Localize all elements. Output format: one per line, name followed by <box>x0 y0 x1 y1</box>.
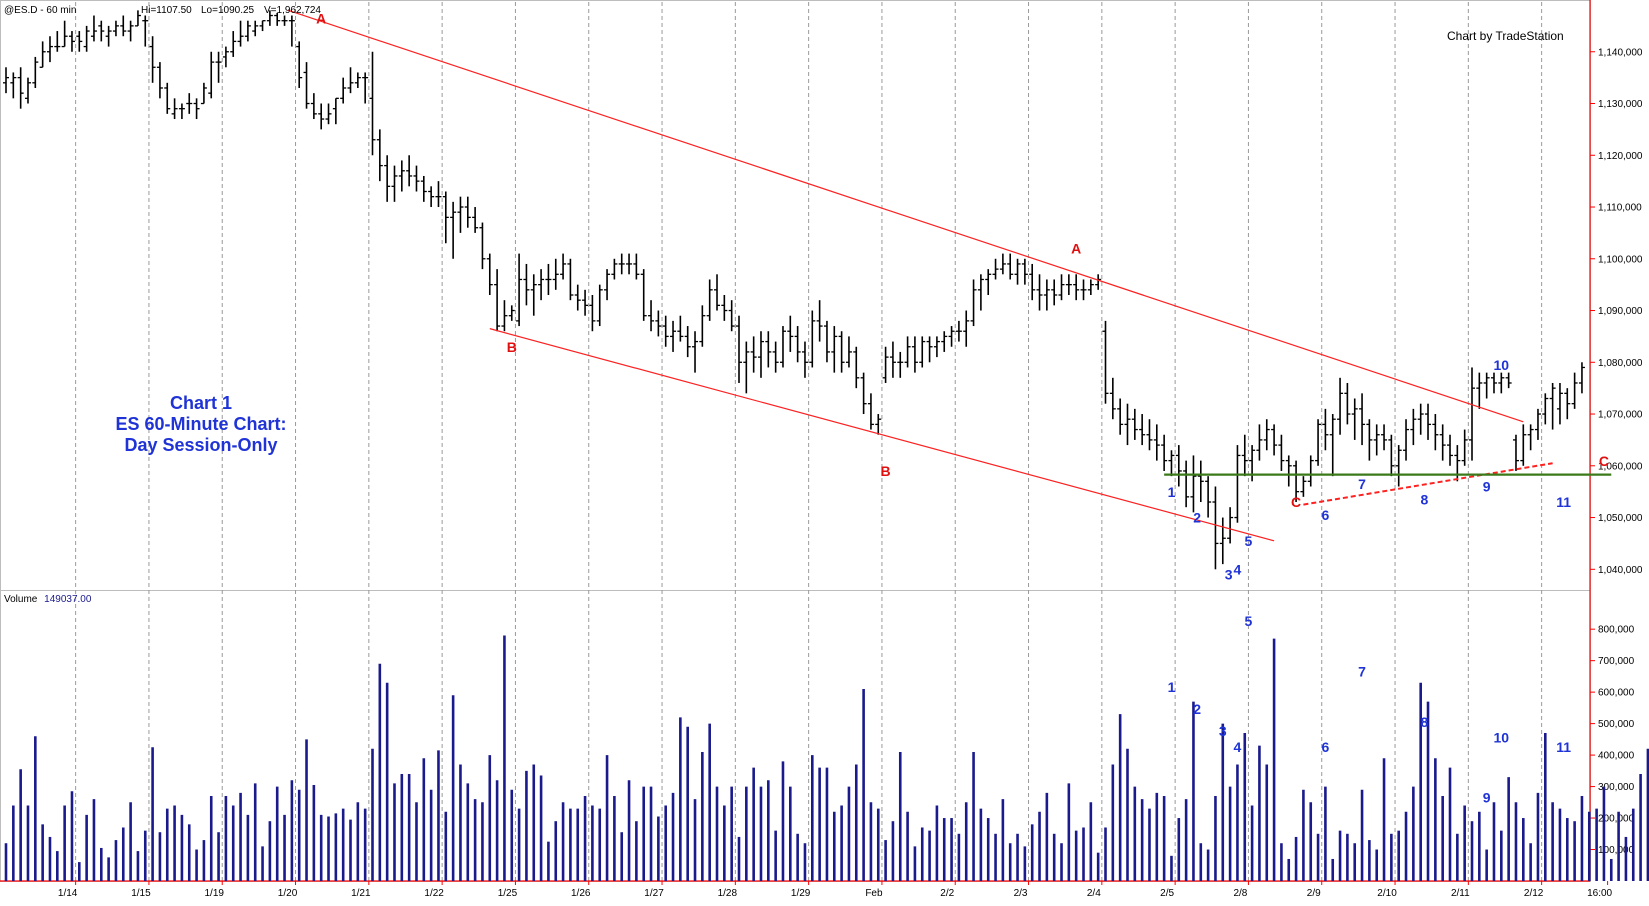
volume-tick-label-0: 100,000 <box>1598 845 1635 856</box>
volume-pane-title: Volume <box>4 594 38 605</box>
price-pane-frame <box>0 0 1591 591</box>
time-tick-label-3: 1/20 <box>278 888 298 899</box>
time-tick-label-11: Feb <box>865 888 883 899</box>
time-tick-label-16: 2/8 <box>1233 888 1247 899</box>
volume-tick-label-1: 200,000 <box>1598 814 1635 825</box>
time-tick-label-2: 1/19 <box>205 888 225 899</box>
price-tick-label-10: 1,140,000 <box>1598 47 1643 58</box>
time-tick-label-20: 2/12 <box>1524 888 1544 899</box>
chart-title: Chart 1 ES 60-Minute Chart: Day Session-… <box>92 393 310 456</box>
volume-count-label-8: 8 <box>1420 714 1428 730</box>
volume-tick-label-6: 700,000 <box>1598 656 1635 667</box>
time-tick-label-6: 1/25 <box>498 888 518 899</box>
volume-count-label-7: 7 <box>1358 663 1366 679</box>
volume-count-label-5: 5 <box>1245 613 1253 629</box>
volume-count-label-2: 2 <box>1193 701 1201 717</box>
wave-label-c-5: C <box>1599 453 1609 469</box>
wave-label-b-3: B <box>881 463 891 479</box>
time-tick-label-19: 2/11 <box>1451 888 1470 899</box>
wave-label-b-2: B <box>507 339 517 355</box>
price-count-label-3: 3 <box>1225 567 1233 583</box>
chart-credit: Chart by TradeStation <box>1447 29 1564 43</box>
time-tick-label-13: 2/3 <box>1014 888 1028 899</box>
price-count-label-7: 7 <box>1358 476 1366 492</box>
price-count-label-4: 4 <box>1234 561 1242 577</box>
volume-count-label-11: 11 <box>1556 739 1571 755</box>
volume-readout: V=1,962,724 <box>264 5 321 16</box>
wave-label-a-0: A <box>316 10 326 26</box>
price-count-label-8: 8 <box>1420 492 1428 508</box>
title-line-3: Day Session-Only <box>124 435 278 455</box>
time-tick-label-7: 1/26 <box>571 888 591 899</box>
price-count-label-6: 6 <box>1322 507 1330 523</box>
symbol-label: @ES.D - 60 min <box>4 5 77 16</box>
price-tick-label-2: 1,060,000 <box>1598 461 1643 472</box>
time-tick-label-8: 1/27 <box>644 888 664 899</box>
volume-count-label-6: 6 <box>1322 739 1330 755</box>
time-tick-label-9: 1/28 <box>718 888 738 899</box>
time-tick-label-10: 1/29 <box>791 888 811 899</box>
trendline-rising-support <box>1303 462 1553 506</box>
title-line-1: Chart 1 <box>169 393 232 413</box>
volume-count-label-10: 10 <box>1494 730 1510 746</box>
price-tick-label-6: 1,100,000 <box>1598 254 1643 265</box>
price-tick-label-5: 1,090,000 <box>1598 306 1643 317</box>
price-count-label-2: 2 <box>1193 510 1201 526</box>
wave-label-c-4: C <box>1291 494 1301 510</box>
price-tick-label-4: 1,080,000 <box>1598 358 1643 369</box>
time-tick-label-4: 1/21 <box>351 888 371 899</box>
volume-tick-label-4: 500,000 <box>1598 719 1635 730</box>
time-tick-label-14: 2/4 <box>1087 888 1101 899</box>
high-readout: Hi=1107.50 <box>141 5 192 16</box>
time-tick-label-15: 2/5 <box>1160 888 1174 899</box>
price-tick-label-8: 1,120,000 <box>1598 151 1643 162</box>
price-count-label-1: 1 <box>1168 484 1176 500</box>
price-count-label-10: 10 <box>1494 357 1510 373</box>
volume-tick-label-7: 800,000 <box>1598 625 1635 636</box>
volume-count-label-9: 9 <box>1483 789 1491 805</box>
price-tick-label-3: 1,070,000 <box>1598 410 1643 421</box>
volume-count-label-3: 3 <box>1219 723 1227 739</box>
volume-count-label-4: 4 <box>1234 739 1242 755</box>
low-readout: Lo=1090.25 <box>201 5 255 16</box>
price-tick-label-9: 1,130,000 <box>1598 99 1643 110</box>
volume-tick-label-2: 300,000 <box>1598 782 1635 793</box>
volume-count-label-1: 1 <box>1168 679 1176 695</box>
trendline-upper-channel <box>288 9 1524 423</box>
volume-pane-frame <box>0 590 1591 882</box>
wave-label-a-1: A <box>1071 241 1081 257</box>
title-line-2: ES 60-Minute Chart: <box>115 414 287 434</box>
volume-pane-value: 149037.00 <box>44 594 92 605</box>
volume-pane-label: Volume 149037.00 <box>4 594 91 605</box>
price-count-label-5: 5 <box>1245 533 1253 549</box>
time-tick-label-21: 16:00 <box>1587 888 1612 899</box>
time-tick-label-18: 2/10 <box>1377 888 1397 899</box>
time-tick-label-0: 1/14 <box>58 888 78 899</box>
volume-tick-label-5: 600,000 <box>1598 688 1635 699</box>
price-tick-label-7: 1,110,000 <box>1598 203 1642 214</box>
price-tick-label-1: 1,050,000 <box>1598 513 1643 524</box>
volume-tick-label-3: 400,000 <box>1598 751 1635 762</box>
time-tick-label-1: 1/15 <box>131 888 151 899</box>
time-tick-label-17: 2/9 <box>1307 888 1321 899</box>
price-tick-label-0: 1,040,000 <box>1598 565 1643 576</box>
price-count-label-9: 9 <box>1483 479 1491 495</box>
price-count-label-11: 11 <box>1556 494 1571 510</box>
trendline-lower-channel <box>489 328 1275 542</box>
time-tick-label-12: 2/2 <box>940 888 954 899</box>
time-tick-label-5: 1/22 <box>424 888 444 899</box>
